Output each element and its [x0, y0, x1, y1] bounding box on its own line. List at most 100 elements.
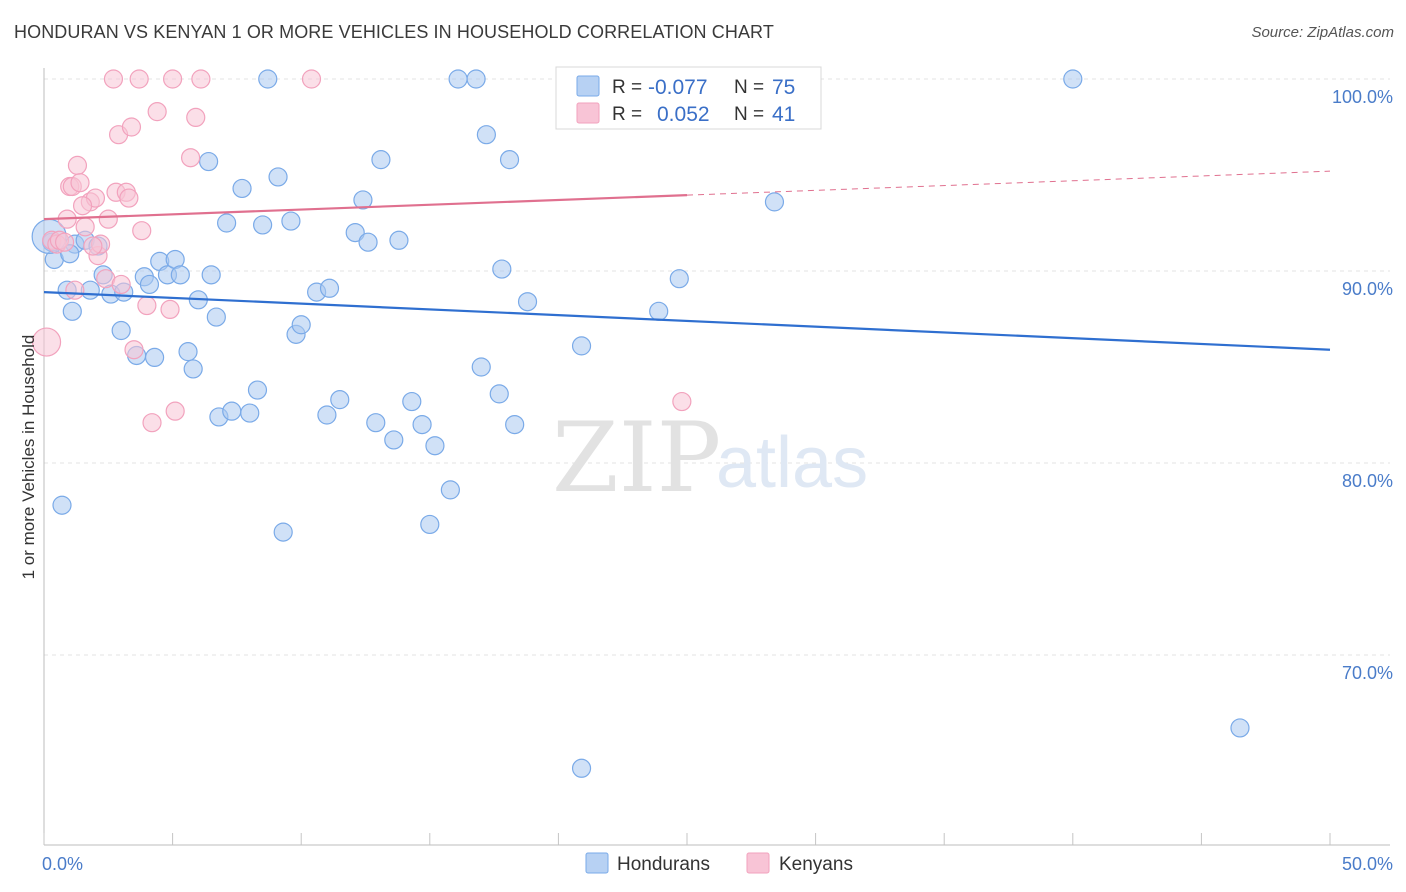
kenyan-point [72, 196, 93, 216]
honduran-point [144, 347, 165, 367]
legend-n-value-2: 41 [772, 103, 795, 126]
honduran-point [517, 292, 538, 312]
honduran-point [240, 403, 260, 423]
honduran-point [206, 307, 226, 327]
top-legend-box [555, 66, 822, 130]
bottom-legend-label-kenyans: Kenyans [779, 854, 853, 875]
honduran-point [440, 480, 460, 500]
bottom-legend: Hondurans Kenyans [585, 852, 853, 875]
legend-r-label-1: R = [612, 77, 642, 98]
legend-n-label-1: N = [734, 77, 764, 98]
honduran-point [1063, 69, 1083, 89]
kenyan-point [129, 69, 149, 89]
bottom-legend-label-hondurans: Hondurans [617, 854, 710, 875]
trend-lines [43, 170, 1331, 351]
x-tick-label: 0.0% [42, 854, 83, 874]
honduran-point [476, 125, 496, 145]
y-axis-title: 1 or more Vehicles in Household [19, 335, 38, 580]
honduran-point [319, 278, 340, 298]
honduran-point [178, 342, 198, 362]
honduran-point [183, 359, 203, 379]
legend-swatch-hondurans [576, 75, 600, 97]
kenyan-point [147, 102, 167, 122]
y-tick-label: 80.0% [1342, 471, 1393, 491]
honduran-point [505, 415, 525, 435]
honduran-point [366, 413, 386, 433]
kenyan-point [137, 295, 157, 316]
honduran-point [170, 265, 190, 285]
y-tick-label: 70.0% [1342, 663, 1393, 683]
honduran-point [489, 384, 509, 404]
honduran-point [222, 401, 242, 421]
x-tick-labels: 0.0% 50.0% [42, 854, 1393, 874]
y-tick-labels: 100.0% 90.0% 80.0% 70.0% [1332, 87, 1393, 683]
kenyan-point [124, 340, 144, 360]
kenyan-point [70, 173, 90, 193]
honduran-point [281, 211, 301, 231]
kenyan-point [301, 69, 322, 89]
honduran-point [199, 151, 219, 172]
kenyan-point [31, 327, 62, 357]
source-label: Source: ZipAtlas.com [1251, 24, 1394, 41]
honduran-point [291, 315, 311, 335]
honduran-trend-line [43, 291, 1331, 351]
honduran-point [764, 192, 785, 212]
honduran-point [402, 391, 422, 412]
honduran-point [253, 215, 273, 235]
honduran-point [345, 223, 365, 243]
honduran-point [139, 274, 160, 295]
honduran-point [466, 69, 486, 89]
kenyan-point [165, 401, 185, 421]
watermark-zip: ZIP [552, 402, 721, 514]
legend-n-value-1: 75 [772, 76, 795, 99]
honduran-point [268, 167, 288, 187]
kenyan-point [186, 107, 206, 128]
honduran-point [649, 301, 669, 321]
honduran-point [448, 69, 468, 89]
legend-r-label-2: R = [612, 104, 642, 125]
honduran-point [232, 178, 252, 199]
bottom-legend-swatch-kenyans [746, 852, 770, 874]
kenyan-point [98, 209, 118, 229]
honduran-point [258, 69, 278, 89]
honduran-point [217, 213, 237, 233]
honduran-point [62, 301, 82, 321]
kenyan-point [65, 280, 85, 300]
x-tick-label: 50.0% [1342, 854, 1393, 874]
kenyan-point [181, 148, 201, 168]
data-points [31, 69, 1250, 778]
watermark-atlas: atlas [716, 423, 868, 503]
honduran-point [317, 405, 337, 425]
kenyan-point [54, 232, 75, 252]
honduran-point [1230, 718, 1250, 738]
top-legend: R = -0.077 N = 75 R = 0.052 N = 41 [555, 66, 822, 130]
chart-title: HONDURAN VS KENYAN 1 OR MORE VEHICLES IN… [14, 22, 774, 42]
kenyan-point [672, 391, 692, 412]
kenyan-point [132, 221, 152, 241]
legend-swatch-kenyans [576, 102, 600, 124]
honduran-point [420, 514, 440, 535]
kenyan-point [67, 155, 88, 175]
legend-r-value-1: -0.077 [648, 76, 708, 99]
honduran-point [471, 357, 491, 377]
kenyan-point [103, 69, 124, 89]
kenyan-point [119, 188, 139, 208]
bottom-legend-swatch-hondurans [585, 852, 609, 874]
kenyan-trend-line [43, 194, 688, 221]
honduran-point [330, 390, 350, 410]
axes [43, 68, 1390, 846]
legend-n-label-2: N = [734, 104, 764, 125]
kenyan-point [191, 69, 211, 89]
honduran-point [499, 150, 520, 170]
watermark: ZIP atlas [552, 402, 868, 514]
kenyan-point [160, 299, 180, 319]
legend-r-value-2: 0.052 [657, 103, 710, 126]
honduran-point [111, 320, 131, 341]
honduran-point [273, 522, 293, 542]
kenyan-point [83, 236, 103, 256]
gridlines [44, 78, 1390, 656]
y-tick-label: 90.0% [1342, 279, 1393, 299]
kenyan-point [75, 217, 95, 237]
honduran-point [201, 265, 221, 285]
